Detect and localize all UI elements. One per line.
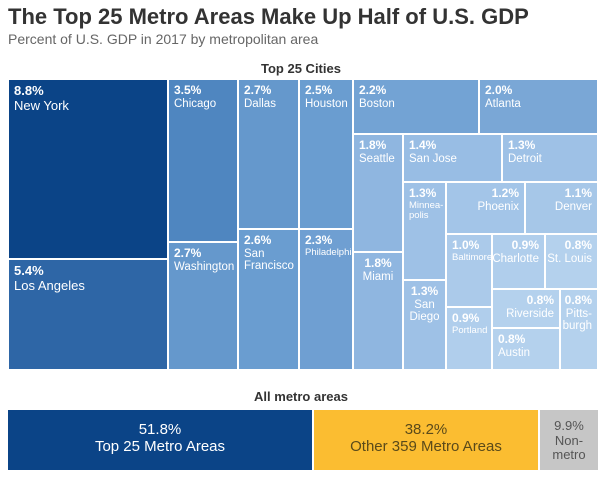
treemap-value: 0.8% [526, 293, 554, 307]
treemap-cell-san-francisco: 2.6% San Francisco [238, 229, 299, 370]
treemap-value: 1.4% [409, 138, 437, 152]
treemap-label: Austin [498, 347, 530, 359]
treemap-value: 1.0% [452, 238, 480, 252]
treemap-label: Riverside [506, 308, 554, 320]
chart-title: The Top 25 Metro Areas Make Up Half of U… [8, 4, 529, 29]
treemap-value: 0.8% [564, 238, 592, 252]
treemap-cell-boston: 2.2% Boston [353, 79, 479, 134]
treemap-value: 1.3% [410, 284, 439, 298]
treemap-label: Miami [362, 271, 394, 283]
treemap-label: St. Louis [547, 253, 592, 265]
treemap-value: 2.7% [174, 246, 202, 260]
treemap-value: 2.5% [305, 83, 333, 97]
treemap-value: 2.3% [305, 233, 333, 247]
treemap-cell-phoenix: 1.2% Phoenix [446, 182, 525, 234]
treemap-cell-los-angeles: 5.4% Los Angeles [8, 259, 168, 370]
treemap-value: 2.7% [244, 83, 272, 97]
treemap-value: 1.1% [564, 186, 592, 200]
treemap-label: San Diego [409, 299, 440, 323]
treemap-cell-houston: 2.5% Houston [299, 79, 353, 229]
treemap-label: Chicago [174, 98, 217, 110]
treemap-cell-philadelphia: 2.3% Philadelphia [299, 229, 353, 370]
treemap: 8.8% New York 5.4% Los Angeles 3.5% Chicago 2.… [8, 79, 598, 370]
treemap-cell-miami: 1.8% Miami [353, 252, 403, 370]
treemap-value: 0.8% [498, 332, 526, 346]
treemap-label: Philadelphia [305, 247, 353, 258]
bar-segment-value: 38.2% [404, 421, 448, 438]
metro-share-bar: 51.8% Top 25 Metro Areas 38.2% Other 359 Me… [8, 410, 598, 470]
treemap-label: Atlanta [485, 98, 521, 110]
treemap-label: Houston [305, 98, 348, 110]
treemap-label: San Francisco [244, 248, 294, 272]
treemap-cell-pitts-burgh: 0.8% Pitts- burgh [560, 289, 598, 370]
treemap-cell-riverside: 0.8% Riverside [492, 289, 560, 328]
treemap-value: 5.4% [14, 263, 44, 278]
treemap-cell-st-louis: 0.8% St. Louis [545, 234, 598, 289]
treemap-value: 3.5% [174, 83, 202, 97]
bar-segment-value: 9.9% [554, 418, 584, 433]
treemap-cell-atlanta: 2.0% Atlanta [479, 79, 598, 134]
treemap-cell-dallas: 2.7% Dallas [238, 79, 299, 229]
treemap-cell-san-diego: 1.3% San Diego [403, 280, 446, 370]
treemap-value: 1.8% [359, 138, 387, 152]
treemap-cell-minnea-polis: 1.3% Minnea- polis [403, 182, 446, 280]
treemap-label: New York [14, 98, 69, 113]
treemap-cell-washington: 2.7% Washington [168, 242, 238, 370]
treemap-cell-chicago: 3.5% Chicago [168, 79, 238, 242]
treemap-label: Pitts- burgh [562, 308, 592, 332]
treemap-cell-denver: 1.1% Denver [525, 182, 598, 234]
treemap-value: 2.0% [485, 83, 513, 97]
treemap-cell-austin: 0.8% Austin [492, 328, 560, 370]
treemap-value: 1.3% [508, 138, 536, 152]
treemap-label: Los Angeles [14, 278, 85, 293]
treemap-label: Portland [452, 325, 488, 336]
treemap-title: Top 25 Cities [261, 61, 341, 76]
treemap-cell-baltimore: 1.0% Baltimore [446, 234, 492, 307]
bar-segment-top-metro-areas: 51.8% Top 25 Metro Areas [8, 410, 314, 470]
treemap-label: Denver [554, 201, 592, 213]
treemap-value: 0.8% [564, 293, 592, 307]
treemap-label: Seattle [359, 153, 395, 165]
chart-subtitle: Percent of U.S. GDP in 2017 by metropoli… [8, 31, 319, 47]
bar-segment-other-metro-areas: 38.2% Other 359 Metro Areas [314, 410, 540, 470]
treemap-label: Phoenix [477, 201, 519, 213]
treemap-label: Boston [359, 98, 395, 110]
treemap-label: Minnea- polis [409, 200, 444, 221]
treemap-value: 1.2% [491, 186, 519, 200]
treemap-label: San Jose [409, 153, 457, 165]
treemap-value: 1.3% [409, 186, 437, 200]
treemap-value: 8.8% [14, 83, 44, 98]
treemap-label: Baltimore [452, 252, 492, 263]
treemap-value: 0.9% [511, 238, 539, 252]
treemap-label: Charlotte [492, 253, 539, 265]
treemap-value: 2.6% [244, 233, 272, 247]
bar-segment-label: Non- metro [552, 433, 586, 462]
treemap-cell-portland: 0.9% Portland [446, 307, 492, 370]
bar-segment-label: Other 359 Metro Areas [350, 438, 502, 455]
treemap-cell-charlotte: 0.9% Charlotte [492, 234, 545, 289]
treemap-label: Detroit [508, 153, 542, 165]
treemap-cell-detroit: 1.3% Detroit [502, 134, 598, 182]
bar-segment-non-metro: 9.9% Non- metro [540, 410, 598, 470]
bar-segment-label: Top 25 Metro Areas [94, 438, 226, 455]
treemap-label: Dallas [244, 98, 276, 110]
treemap-cell-new-york: 8.8% New York [8, 79, 168, 259]
bar-segment-value: 51.8% [138, 421, 182, 438]
bar-title: All metro areas [254, 389, 348, 404]
treemap-cell-seattle: 1.8% Seattle [353, 134, 403, 252]
treemap-value: 1.8% [364, 256, 392, 270]
treemap-value: 0.9% [452, 311, 480, 325]
treemap-label: Washington [174, 261, 235, 273]
treemap-cell-san-jose: 1.4% San Jose [403, 134, 502, 182]
treemap-value: 2.2% [359, 83, 387, 97]
